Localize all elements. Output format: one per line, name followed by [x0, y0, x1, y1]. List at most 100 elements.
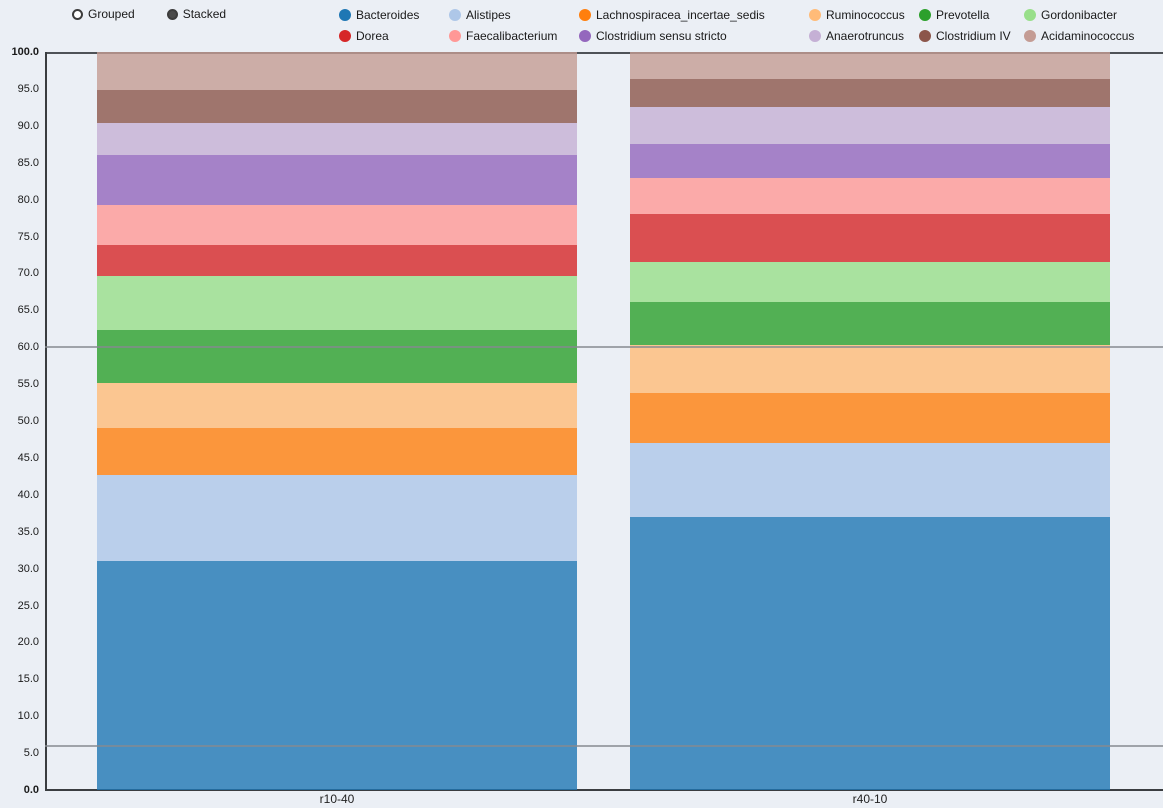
- mode-stacked-label: Stacked: [182, 7, 227, 21]
- bar-segment-Faecalibacterium[interactable]: [97, 204, 577, 245]
- y-axis-tick-label: 90.0: [17, 119, 39, 132]
- legend-item-Alistipes[interactable]: Alistipes: [449, 7, 579, 23]
- legend-item-Dorea[interactable]: Dorea: [339, 28, 449, 44]
- legend-color-dot: [449, 9, 461, 21]
- bar-segment-Ruminococcus[interactable]: [97, 382, 577, 428]
- y-axis-tick-label: 75.0: [17, 230, 39, 243]
- bar-segment-Anaerotruncus[interactable]: [630, 107, 1110, 144]
- legend-label: Lachnospiracea_incertae_sedis: [596, 8, 765, 22]
- y-axis-tick-label: 45.0: [17, 451, 39, 464]
- y-axis-tick-label: 70.0: [17, 267, 39, 280]
- y-axis-tick-label: 15.0: [17, 673, 39, 686]
- bar-segment-Alistipes[interactable]: [630, 443, 1110, 517]
- bar-segment-Acidaminococcus[interactable]: [97, 52, 577, 90]
- legend-item-Acidaminococcus[interactable]: Acidaminococcus: [1024, 28, 1154, 44]
- bar-segment-Prevotella[interactable]: [630, 302, 1110, 346]
- y-axis-tick-label: 80.0: [17, 193, 39, 206]
- bar-segment-Gordonibacter[interactable]: [97, 276, 577, 330]
- bottom-axis-line: [45, 789, 1163, 791]
- legend-item-Ruminococcus[interactable]: Ruminococcus: [809, 7, 919, 23]
- reference-line-6: [45, 744, 1163, 747]
- legend-color-dot: [579, 30, 591, 42]
- bar-segment-Prevotella[interactable]: [97, 329, 577, 383]
- bar-segment-Bacteroides[interactable]: [97, 561, 577, 790]
- legend-item-Clostridium IV[interactable]: Clostridium IV: [919, 28, 1024, 44]
- legend-label: Ruminococcus: [826, 8, 905, 22]
- top-axis-line: [45, 52, 1163, 54]
- mode-grouped-label: Grouped: [88, 7, 135, 21]
- y-axis-tick-label: 50.0: [17, 415, 39, 427]
- legend-item-Anaerotruncus[interactable]: Anaerotruncus: [809, 28, 919, 44]
- legend-label: Acidaminococcus: [1041, 29, 1135, 43]
- left-axis-line: [45, 52, 47, 790]
- y-axis-tick-label: 85.0: [17, 156, 39, 169]
- y-axis-tick-label: 20.0: [17, 636, 39, 649]
- legend-item-Faecalibacterium[interactable]: Faecalibacterium: [449, 28, 579, 44]
- legend-color-dot: [809, 9, 821, 21]
- bar-segment-Lachnospiracea_incertae_sedis[interactable]: [97, 427, 577, 475]
- bar-segment-Clostridium sensu stricto[interactable]: [97, 154, 577, 205]
- bar-segment-Faecalibacterium[interactable]: [630, 177, 1110, 214]
- mode-grouped[interactable]: Grouped: [72, 7, 135, 21]
- y-axis-tick-label: 55.0: [17, 378, 39, 391]
- y-axis-tick-label: 95.0: [17, 82, 39, 95]
- legend-label: Prevotella: [936, 8, 990, 22]
- legend-item-Prevotella[interactable]: Prevotella: [919, 7, 1024, 23]
- plot-area: [45, 52, 1163, 791]
- legend-color-dot: [809, 30, 821, 42]
- y-axis-tick-label: 0.0: [23, 784, 39, 796]
- y-axis-tick-label: 10.0: [17, 710, 39, 723]
- x-axis-category-label: r40-10: [852, 792, 888, 806]
- y-axis-tick-label: 65.0: [17, 304, 39, 317]
- reference-line-60: [45, 346, 1163, 349]
- y-axis: 0.0 5.0 10.0 15.0 20.0 25.0 30.0 35.0 40.0 45.0 50…: [0, 0, 41, 808]
- legend-label: Clostridium IV: [936, 29, 1011, 43]
- legend-color-dot: [1024, 30, 1036, 42]
- bar-segment-Clostridium IV[interactable]: [97, 89, 577, 123]
- series-legend: Bacteroides Alistipes Lachnospiracea_incer…: [339, 7, 1154, 44]
- y-axis-tick-label: 25.0: [17, 599, 39, 612]
- bar-segment-Ruminococcus[interactable]: [630, 345, 1110, 393]
- legend-color-dot: [1024, 9, 1036, 21]
- bar-segment-Clostridium sensu stricto[interactable]: [630, 143, 1110, 178]
- legend-label: Gordonibacter: [1041, 8, 1118, 22]
- y-axis-tick-label: 100.0: [11, 46, 39, 58]
- bar-segment-Lachnospiracea_incertae_sedis[interactable]: [630, 392, 1110, 444]
- legend-color-dot: [919, 9, 931, 21]
- y-axis-tick-label: 60.0: [17, 341, 39, 354]
- legend-item-Bacteroides[interactable]: Bacteroides: [339, 7, 449, 23]
- mode-stacked[interactable]: Stacked: [166, 7, 227, 21]
- bar-segment-Alistipes[interactable]: [97, 474, 577, 562]
- legend-item-Gordonibacter[interactable]: Gordonibacter: [1024, 7, 1154, 23]
- y-axis-tick-label: 35.0: [17, 525, 39, 538]
- legend-label: Alistipes: [466, 8, 511, 22]
- legend-label: Dorea: [356, 29, 389, 43]
- x-axis-category-label: r10-40: [319, 792, 355, 806]
- legend-label: Bacteroides: [356, 8, 420, 22]
- y-axis-tick-label: 5.0: [23, 747, 39, 760]
- legend-color-dot: [339, 30, 351, 42]
- mode-controls: Grouped Stacked: [72, 7, 226, 21]
- bar-segment-Dorea[interactable]: [97, 244, 577, 277]
- legend-label: Faecalibacterium: [466, 29, 558, 43]
- bar-segment-Bacteroides[interactable]: [630, 516, 1110, 790]
- legend-item-Lachnospiracea_incertae_sedis[interactable]: Lachnospiracea_incertae_sedis: [579, 7, 809, 23]
- bar-segment-Dorea[interactable]: [630, 213, 1110, 263]
- stacked-bar-r40-10[interactable]: [630, 52, 1110, 790]
- legend-label: Clostridium sensu stricto: [596, 29, 727, 43]
- legend-color-dot: [449, 30, 461, 42]
- bar-segment-Acidaminococcus[interactable]: [630, 52, 1110, 79]
- legend-label: Anaerotruncus: [826, 29, 905, 43]
- legend-color-dot: [919, 30, 931, 42]
- bar-segment-Anaerotruncus[interactable]: [97, 122, 577, 155]
- stacked-bar-r10-40[interactable]: [97, 52, 577, 790]
- bar-segment-Gordonibacter[interactable]: [630, 262, 1110, 303]
- radio-selected-icon: [166, 8, 178, 20]
- legend-color-dot: [339, 9, 351, 21]
- legend-item-Clostridium sensu stricto[interactable]: Clostridium sensu stricto: [579, 28, 809, 44]
- y-axis-tick-label: 40.0: [17, 488, 39, 501]
- legend-color-dot: [579, 9, 591, 21]
- bar-segment-Clostridium IV[interactable]: [630, 78, 1110, 108]
- radio-unselected-icon: [72, 8, 83, 20]
